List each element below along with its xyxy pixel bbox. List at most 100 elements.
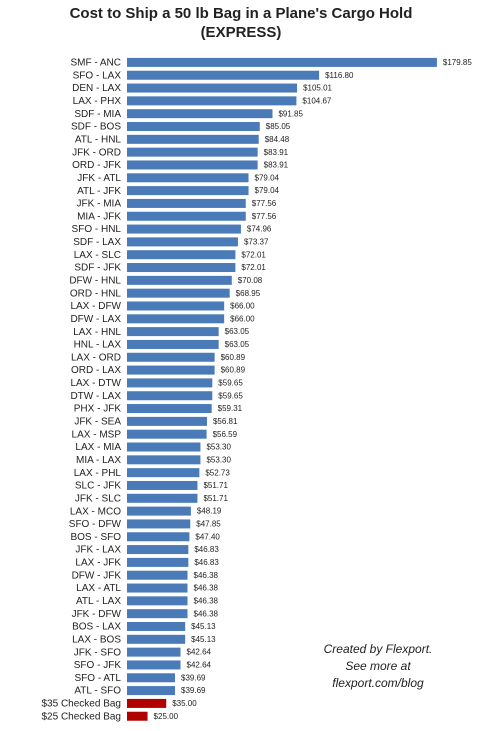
category-label: $25 Checked Bag [41,711,121,722]
category-label: DFW - JFK [72,570,122,581]
bar [127,275,232,285]
value-label: $39.69 [181,673,206,682]
bar [127,583,188,593]
value-label: $66.00 [230,302,255,311]
annotation: See more at [345,659,411,673]
value-label: $72.01 [241,250,266,259]
bar [127,288,230,298]
category-label: DFW - HNL [69,275,121,286]
value-label: $53.30 [206,443,231,452]
bar [127,378,213,388]
category-label: LAX - HNL [73,327,121,338]
bar [127,698,167,708]
bar [127,250,236,260]
value-label: $60.89 [221,353,246,362]
category-label: SFO - DFW [69,519,122,530]
bar [127,404,212,414]
value-label: $85.05 [266,122,291,131]
bar [127,416,207,426]
category-label: SMF - ANC [70,58,121,69]
value-label: $104.67 [302,96,331,105]
value-label: $60.89 [221,366,246,375]
category-label: SDF - BOS [71,122,121,133]
value-label: $74.96 [247,225,272,234]
value-label: $48.19 [197,507,222,516]
category-label: LAX - DTW [70,378,121,389]
value-label: $39.69 [181,686,206,695]
category-label: DTW - LAX [70,391,121,402]
bar [127,314,225,324]
category-label: ATL - SFO [74,686,121,697]
chart-subtitle: (EXPRESS) [201,24,282,41]
bar [127,173,249,183]
category-label: LAX - MCO [70,506,121,517]
category-label: MIA - JFK [77,211,121,222]
bar [127,391,213,401]
value-label: $116.80 [325,71,354,80]
category-label: ORD - LAX [71,365,121,376]
bar [127,224,241,234]
bar [127,596,188,606]
category-label: ORD - JFK [72,160,121,171]
bar [127,301,225,311]
category-label: JFK - ORD [72,147,121,158]
bar [127,673,176,683]
category-label: LAX - JFK [75,558,121,569]
category-label: LAX - MSP [72,429,122,440]
value-label: $83.91 [264,148,289,157]
category-label: SDF - MIA [74,109,121,120]
category-label: ATL - JFK [77,186,121,197]
value-label: $52.73 [205,468,230,477]
category-label: JFK - ATL [77,173,121,184]
bar [127,352,215,362]
category-label: JFK - LAX [75,545,121,556]
value-label: $42.64 [187,648,212,657]
category-label: ATL - HNL [75,134,122,145]
value-label: $46.38 [194,596,219,605]
bar [127,339,219,349]
bar [127,468,200,478]
category-label: LAX - PHX [73,96,122,107]
value-label: $77.56 [252,199,277,208]
value-label: $91.85 [278,109,303,118]
bar [127,57,437,67]
category-label: BOS - LAX [72,622,121,633]
value-label: $56.59 [213,430,238,439]
bar [127,365,215,375]
value-label: $46.83 [194,558,219,567]
category-label: $35 Checked Bag [41,699,121,710]
value-label: $105.01 [303,84,332,93]
bar [127,711,148,721]
bar [127,186,249,196]
annotation: Created by Flexport. [324,642,433,656]
value-label: $47.85 [196,520,221,529]
category-label: ORD - HNL [70,288,122,299]
value-label: $59.65 [218,391,243,400]
value-label: $79.04 [255,186,280,195]
category-label: SFO - LAX [73,70,122,81]
bar [127,570,188,580]
value-label: $72.01 [241,263,266,272]
bar [127,70,320,80]
category-label: LAX - ORD [71,352,121,363]
bar [127,147,258,157]
bar [127,557,189,567]
bar [127,83,298,93]
value-label: $66.00 [230,314,255,323]
category-label: DEN - LAX [72,83,121,94]
category-label: SFO - ATL [75,673,122,684]
bar [127,660,181,670]
bar [127,480,198,490]
category-label: PHX - JFK [74,404,122,415]
bar [127,545,189,555]
value-label: $63.05 [225,340,250,349]
bar [127,160,258,170]
category-label: SDF - JFK [74,263,121,274]
bar [127,455,201,465]
value-label: $59.65 [218,379,243,388]
category-label: SLC - JFK [75,481,121,492]
value-label: $63.05 [225,327,250,336]
category-label: DFW - LAX [70,314,121,325]
bar [127,519,191,529]
